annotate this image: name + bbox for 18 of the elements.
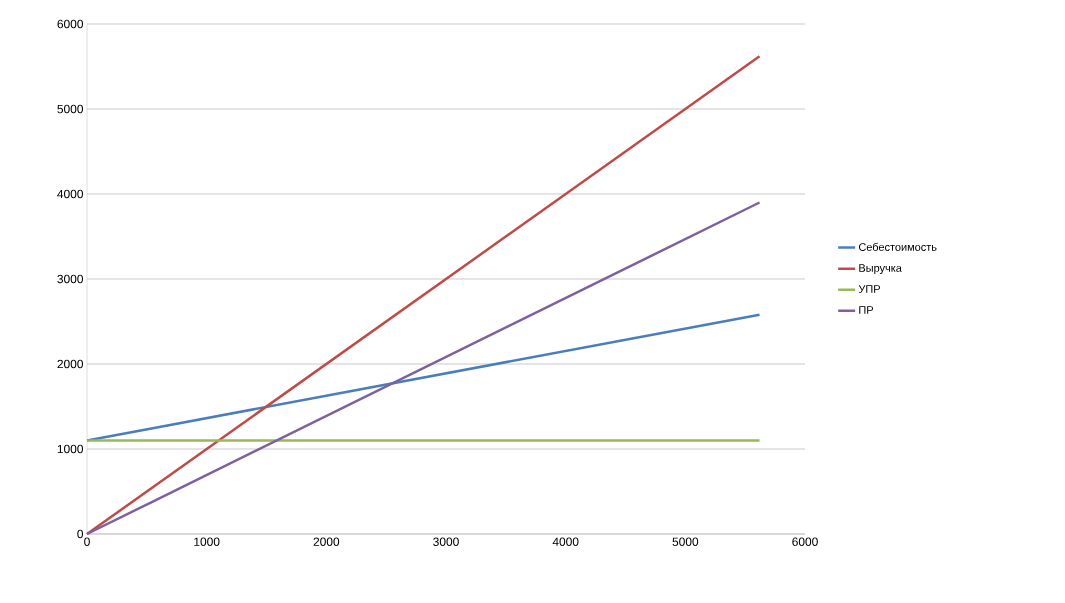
y-tick-label: 6000 xyxy=(57,19,84,29)
x-tick-label: 1000 xyxy=(194,537,220,546)
x-tick-label: 5000 xyxy=(672,537,699,546)
y-tick-label: 4000 xyxy=(57,189,84,199)
y-tick-label: 3000 xyxy=(57,274,84,284)
x-tick-label: 4000 xyxy=(552,537,579,546)
x-tick-label: 6000 xyxy=(792,537,818,546)
legend-label: ПР xyxy=(859,306,874,314)
legend-label: Выручка xyxy=(859,264,902,275)
x-tick-label: 2000 xyxy=(313,537,340,546)
y-tick-label: 1000 xyxy=(57,444,84,454)
legend-label: УПР xyxy=(858,285,880,293)
y-tick-label: 0 xyxy=(77,529,84,539)
y-tick-label: 5000 xyxy=(57,104,84,114)
legend-label: Себестоимость xyxy=(858,242,937,251)
x-tick-label: 0 xyxy=(84,537,90,546)
y-tick-label: 2000 xyxy=(57,359,84,369)
x-tick-label: 3000 xyxy=(433,537,459,546)
